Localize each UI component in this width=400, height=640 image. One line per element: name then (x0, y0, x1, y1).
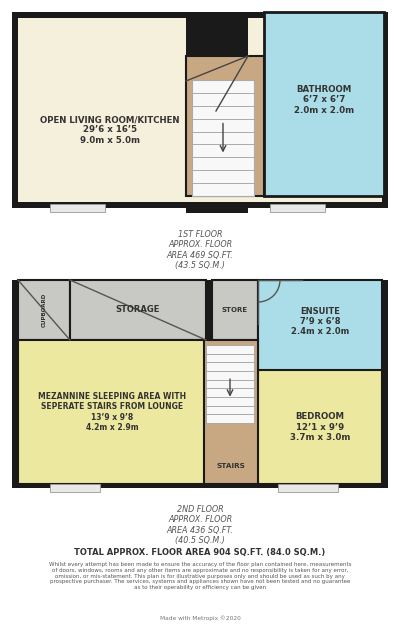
Text: 2ND FLOOR
APPROX. FLOOR
AREA 436 SQ.FT.
(40.5 SQ.M.): 2ND FLOOR APPROX. FLOOR AREA 436 SQ.FT. … (167, 505, 233, 545)
Bar (270, 204, 325, 212)
Text: Made with Metropix ©2020: Made with Metropix ©2020 (160, 615, 240, 621)
Bar (278, 484, 338, 492)
Bar (258, 370, 382, 484)
Text: MEZANNINE SLEEPING AREA WITH
SEPERATE STAIRS FROM LOUNGE
13’9 x 9’8
4.2m x 2.9m: MEZANNINE SLEEPING AREA WITH SEPERATE ST… (38, 392, 186, 432)
Bar (186, 12, 248, 56)
Bar (18, 340, 212, 484)
Bar (18, 280, 70, 340)
Text: TOTAL APPROX. FLOOR AREA 904 SQ.FT. (84.0 SQ.M.): TOTAL APPROX. FLOOR AREA 904 SQ.FT. (84.… (74, 548, 326, 557)
Bar (186, 203, 248, 213)
Text: OPEN LIVING ROOM/KITCHEN
29’6 x 16’5
9.0m x 5.0m: OPEN LIVING ROOM/KITCHEN 29’6 x 16’5 9.0… (40, 115, 180, 145)
Bar (192, 80, 254, 196)
Bar (70, 280, 206, 340)
Bar (50, 484, 100, 492)
Text: STORE: STORE (222, 307, 248, 313)
Bar (212, 280, 258, 340)
Text: CUPBOARD: CUPBOARD (42, 293, 46, 327)
Bar (258, 280, 382, 372)
Bar (12, 280, 388, 488)
Text: Whilst every attempt has been made to ensure the accuracy of the floor plan cont: Whilst every attempt has been made to en… (49, 562, 351, 590)
Bar (12, 12, 388, 208)
Text: STORAGE: STORAGE (116, 305, 160, 314)
Bar (186, 56, 264, 196)
Bar (206, 345, 254, 423)
Bar (18, 18, 382, 202)
Text: BEDROOM
12’1 x 9’9
3.7m x 3.0m: BEDROOM 12’1 x 9’9 3.7m x 3.0m (290, 412, 350, 442)
Text: BATHROOM
6’7 x 6’7
2.0m x 2.0m: BATHROOM 6’7 x 6’7 2.0m x 2.0m (294, 85, 354, 115)
Text: 1ST FLOOR
APPROX. FLOOR
AREA 469 SQ.FT.
(43.5 SQ.M.): 1ST FLOOR APPROX. FLOOR AREA 469 SQ.FT. … (167, 230, 233, 270)
Bar (50, 204, 105, 212)
Text: ENSUITE
7’9 x 6’8
2.4m x 2.0m: ENSUITE 7’9 x 6’8 2.4m x 2.0m (291, 307, 349, 336)
Bar (204, 340, 258, 484)
Bar (264, 12, 384, 196)
Text: STAIRS: STAIRS (216, 463, 246, 469)
